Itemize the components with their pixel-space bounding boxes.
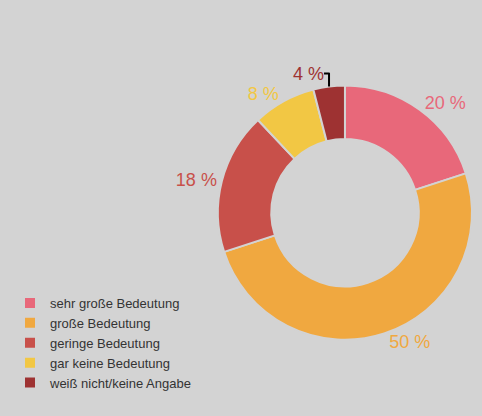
svg-text:geringe Bedeutung: geringe Bedeutung — [50, 336, 160, 351]
svg-text:große Bedeutung: große Bedeutung — [50, 316, 150, 331]
svg-text:20 %: 20 % — [425, 93, 466, 113]
svg-text:18 %: 18 % — [176, 170, 217, 190]
svg-text:weiß nicht/keine Angabe: weiß nicht/keine Angabe — [49, 376, 191, 391]
svg-text:4 %: 4 % — [293, 64, 324, 84]
svg-text:gar keine Bedeutung: gar keine Bedeutung — [50, 356, 170, 371]
svg-text:50 %: 50 % — [389, 332, 430, 352]
svg-text:sehr große Bedeutung: sehr große Bedeutung — [50, 296, 179, 311]
svg-text:8 %: 8 % — [248, 84, 279, 104]
